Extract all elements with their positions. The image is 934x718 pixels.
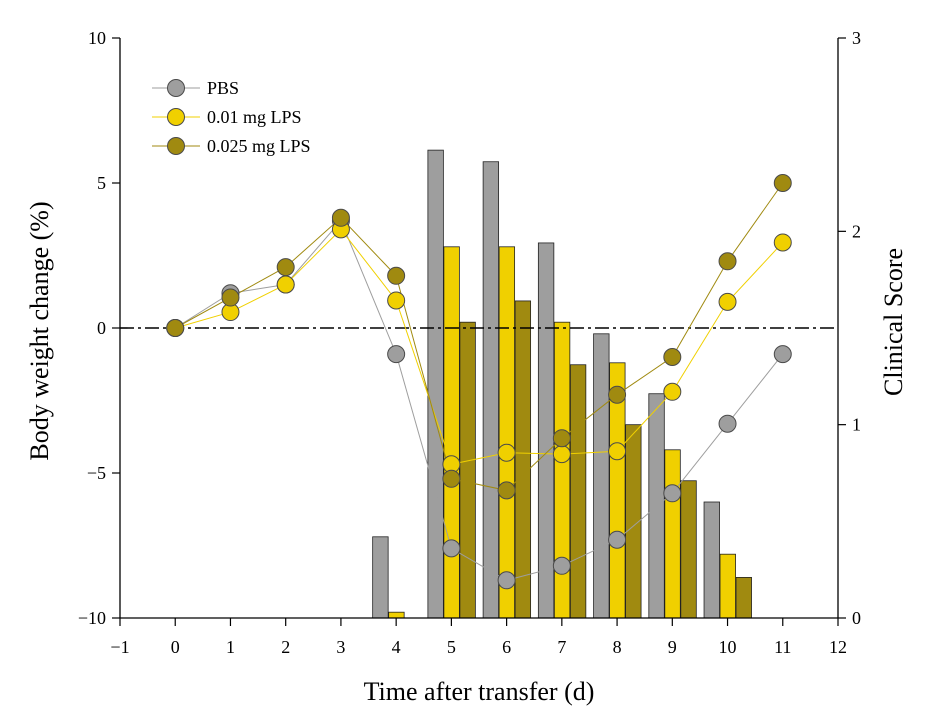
point-0-01-mg-lps-day-6 — [497, 443, 516, 462]
x-tick-label-12: 12 — [829, 637, 847, 657]
y2-tick-label-0: 0 — [852, 608, 861, 628]
legend-marker-lps-0025 — [167, 137, 185, 155]
point-0-025-mg-lps-day-4 — [387, 266, 406, 285]
line-0-025-mg-lps — [174, 182, 784, 491]
legend-marker-lps-001 — [167, 108, 185, 126]
y-axis-title: Body weight change (%) — [25, 201, 54, 460]
point-0-025-mg-lps-day-0 — [166, 319, 185, 337]
point-0-025-mg-lps-day-11 — [773, 174, 792, 192]
y-tick-label--5: −5 — [87, 463, 106, 483]
bar-0-01-mg-lps-day-6 — [498, 246, 516, 619]
point-0-01-mg-lps-day-10 — [718, 292, 737, 311]
point-0-025-mg-lps-day-10 — [718, 252, 737, 271]
point-0-025-mg-lps-day-6 — [497, 481, 516, 500]
legend-label-lps-001: 0.01 mg LPS — [207, 107, 302, 127]
point-pbs-day-7 — [552, 556, 571, 575]
legend-label-pbs: PBS — [207, 78, 239, 98]
line-0-01-mg-lps — [175, 228, 784, 465]
bar-0-01-mg-lps-day-5 — [443, 246, 460, 619]
point-pbs-day-8 — [608, 530, 627, 549]
y2-axis-title: Clinical Score — [879, 248, 908, 396]
x-tick-label-9: 9 — [668, 637, 677, 657]
x-tick-label-0: 0 — [171, 637, 180, 657]
bar-0-025-mg-lps-day-5 — [459, 321, 476, 619]
legend: PBS 0.01 mg LPS 0.025 mg LPS — [152, 78, 311, 156]
point-0-025-mg-lps-day-8 — [608, 385, 627, 404]
bar-0-01-mg-lps-day-10 — [719, 553, 736, 619]
point-0-025-mg-lps-day-9 — [663, 348, 682, 366]
bar-pbs-day-7 — [537, 242, 555, 619]
x-tick-label-11: 11 — [774, 637, 791, 657]
points-layer — [166, 174, 792, 590]
bar-pbs-day-4 — [372, 536, 389, 619]
point-0-01-mg-lps-day-9 — [663, 382, 682, 401]
point-0-025-mg-lps-day-7 — [552, 429, 571, 448]
point-pbs-day-5 — [442, 539, 461, 558]
point-pbs-day-4 — [387, 345, 406, 364]
y-tick-label-0: 0 — [97, 318, 106, 338]
y2-tick-label-2: 2 — [852, 221, 861, 241]
bar-0-01-mg-lps-day-9 — [664, 449, 681, 619]
point-0-01-mg-lps-day-2 — [276, 275, 295, 294]
x-tick-label-2: 2 — [281, 637, 290, 657]
bar-pbs-day-8 — [593, 333, 610, 619]
y2-tick-label-3: 3 — [852, 28, 861, 48]
bars-layer — [372, 149, 752, 619]
legend-label-lps-0025: 0.025 mg LPS — [207, 136, 311, 156]
x-tick-label--1: −1 — [110, 637, 129, 657]
point-0-01-mg-lps-day-11 — [773, 233, 792, 252]
x-tick-label-7: 7 — [557, 637, 566, 657]
point-0-01-mg-lps-day-8 — [608, 442, 627, 461]
x-axis-title: Time after transfer (d) — [364, 677, 595, 706]
line-pbs — [174, 219, 784, 581]
point-pbs-day-9 — [663, 484, 682, 503]
point-0-025-mg-lps-day-3 — [331, 208, 350, 227]
point-0-01-mg-lps-day-7 — [552, 445, 571, 464]
point-pbs-day-11 — [773, 345, 792, 364]
bar-pbs-day-6 — [482, 161, 500, 619]
x-tick-label-4: 4 — [392, 637, 401, 657]
x-tick-label-10: 10 — [719, 637, 737, 657]
y-tick-label--10: −10 — [78, 608, 106, 628]
x-tick-label-5: 5 — [447, 637, 456, 657]
point-0-025-mg-lps-day-1 — [221, 288, 240, 307]
x-tick-label-3: 3 — [336, 637, 345, 657]
lines-layer — [174, 182, 784, 581]
point-0-025-mg-lps-day-5 — [442, 469, 461, 488]
bar-0-025-mg-lps-day-9 — [680, 480, 697, 619]
bar-0-025-mg-lps-day-6 — [514, 300, 532, 619]
y-tick-label-5: 5 — [97, 173, 106, 193]
bar-pbs-day-5 — [427, 149, 444, 619]
bar-0-025-mg-lps-day-10 — [735, 577, 752, 619]
bar-0-025-mg-lps-day-7 — [569, 364, 587, 619]
bar-pbs-day-9 — [648, 393, 665, 619]
y2-tick-label-1: 1 — [852, 415, 861, 435]
point-0-025-mg-lps-day-2 — [276, 258, 295, 277]
point-pbs-day-10 — [718, 414, 737, 433]
bar-0-01-mg-lps-day-4 — [388, 611, 405, 619]
x-tick-label-6: 6 — [502, 637, 511, 657]
point-0-01-mg-lps-day-4 — [387, 291, 406, 310]
y-tick-label-10: 10 — [88, 28, 106, 48]
bar-pbs-day-10 — [703, 501, 720, 619]
legend-marker-pbs — [167, 79, 185, 97]
x-tick-label-1: 1 — [226, 637, 235, 657]
point-pbs-day-6 — [497, 571, 516, 590]
x-tick-label-8: 8 — [613, 637, 622, 657]
